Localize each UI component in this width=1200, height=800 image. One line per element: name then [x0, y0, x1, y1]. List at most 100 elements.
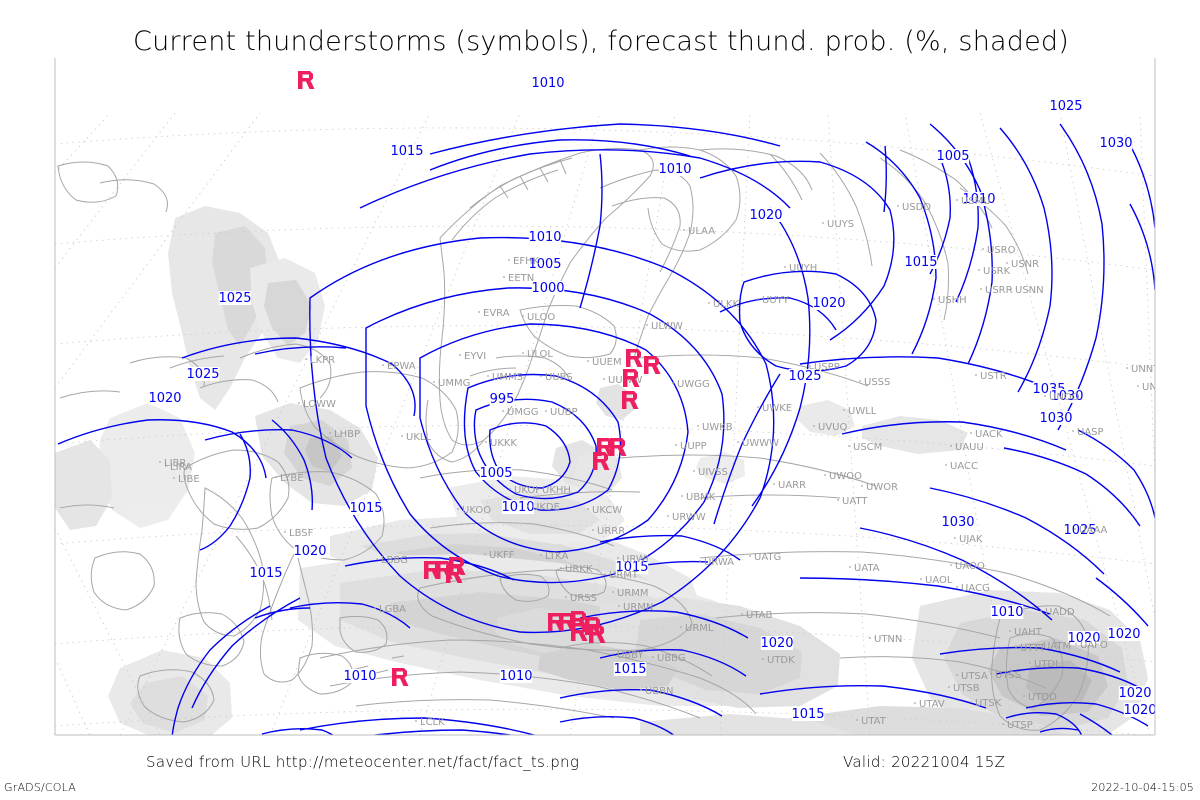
- station-label: USSS: [864, 377, 890, 388]
- isobar-label: 1015: [349, 501, 382, 516]
- station-dot-icon: [159, 461, 161, 463]
- station-dot-icon: [508, 259, 510, 261]
- thunderstorm-glyph: [626, 349, 643, 367]
- isobar-label: 1025: [218, 291, 251, 306]
- station-dot-icon: [612, 653, 614, 655]
- weather-map-svg[interactable]: 1010 1015 1005 1010 1030 1025 1020 1010 1015 1010…: [0, 58, 1200, 740]
- station-dot-icon: [914, 702, 916, 704]
- thunderstorm-symbol-icon[interactable]: [644, 356, 661, 374]
- station-label: UTSS: [995, 670, 1021, 681]
- thunderstorm-symbol-icon[interactable]: [392, 668, 409, 686]
- station-label: UACG: [961, 583, 990, 594]
- station-dot-icon: [1009, 630, 1011, 632]
- station-label: USRR: [985, 285, 1013, 296]
- station-dot-icon: [565, 596, 567, 598]
- station-dot-icon: [603, 378, 605, 380]
- isobar-label: 1030: [941, 515, 974, 530]
- isobar-label-backdrop: [1049, 99, 1083, 113]
- station-dot-icon: [975, 374, 977, 376]
- station-dot-icon: [560, 567, 562, 569]
- isobar-label: 1020: [293, 544, 326, 559]
- station-label: USNR: [1011, 259, 1039, 270]
- thunderstorm-glyph: [597, 438, 614, 456]
- station-dot-icon: [1072, 430, 1074, 432]
- isobar-label-backdrop: [613, 662, 647, 676]
- isobar-label: 1030: [1050, 389, 1083, 404]
- station-label: UTSP: [1007, 720, 1033, 731]
- thunderstorm-symbols[interactable]: [298, 71, 661, 686]
- thunderstorm-symbol-icon[interactable]: [298, 71, 315, 89]
- station-label: UATT: [842, 496, 868, 507]
- isobar-label-backdrop: [788, 369, 822, 383]
- station-dot-icon: [640, 689, 642, 691]
- station-label: ULWW: [651, 321, 683, 332]
- station-dot-icon: [618, 605, 620, 607]
- thunderstorm-glyph: [644, 356, 661, 374]
- thunderstorm-symbol-icon[interactable]: [571, 623, 588, 641]
- station-label: UTAT: [861, 716, 887, 727]
- station-label: UACC: [950, 461, 978, 472]
- station-dot-icon: [537, 488, 539, 490]
- isobar-label-backdrop: [148, 391, 182, 405]
- isobar-label: 1005: [528, 257, 561, 272]
- station-label: UUEM: [592, 357, 622, 368]
- station-dot-icon: [784, 266, 786, 268]
- thunderstorm-symbol-icon[interactable]: [610, 438, 627, 456]
- thunderstorm-symbol-icon[interactable]: [446, 565, 463, 583]
- station-dot-icon: [956, 674, 958, 676]
- thunderstorm-symbol-icon[interactable]: [626, 349, 643, 367]
- station-dot-icon: [970, 701, 972, 703]
- station-dot-icon: [667, 515, 669, 517]
- station-dot-icon: [592, 529, 594, 531]
- station-label: UWKE: [762, 403, 792, 414]
- grads-cola-credit: GrADS/COLA: [4, 781, 76, 794]
- station-label: LIBE: [178, 474, 200, 485]
- station-label: LIBR: [164, 458, 186, 469]
- station-dot-icon: [1137, 385, 1139, 387]
- station-label: UWGG: [677, 379, 710, 390]
- station-dot-icon: [933, 298, 935, 300]
- isobar-label-backdrop: [791, 707, 825, 721]
- station-label: UKDE: [532, 502, 560, 513]
- station-dot-icon: [502, 410, 504, 412]
- station-dot-icon: [484, 553, 486, 555]
- thunderstorm-symbol-icon[interactable]: [622, 391, 639, 409]
- station-label: USTR: [980, 371, 1007, 382]
- map-panel[interactable]: 1010 1015 1005 1010 1030 1025 1020 1010 1015 1010…: [0, 58, 1200, 740]
- thunderstorm-symbol-icon[interactable]: [597, 438, 614, 456]
- station-dot-icon: [822, 222, 824, 224]
- isobar-label: 1025: [1049, 99, 1082, 114]
- station-label: ULOO: [527, 312, 555, 323]
- station-label: UAAA: [1079, 525, 1108, 536]
- isobar-label: 1010: [658, 162, 691, 177]
- thunderstorm-symbol-icon[interactable]: [589, 625, 606, 643]
- station-dot-icon: [1126, 367, 1128, 369]
- station-label: USMU: [961, 196, 991, 207]
- station-label: UUBP: [550, 407, 578, 418]
- station-dot-icon: [652, 656, 654, 658]
- station-label: UATM: [1043, 641, 1071, 652]
- station-dot-icon: [485, 441, 487, 443]
- isobar-label-backdrop: [658, 162, 692, 176]
- station-dot-icon: [813, 425, 815, 427]
- isobar-label-backdrop: [1099, 136, 1133, 150]
- isobar-label-backdrop: [218, 291, 252, 305]
- thunderstorm-glyph: [622, 391, 639, 409]
- thunderstorm-symbol-icon[interactable]: [623, 369, 640, 387]
- station-label: EYVI: [464, 351, 486, 362]
- station-label: UNOO: [1049, 392, 1080, 403]
- isobar-label: 1005: [479, 466, 512, 481]
- station-dot-icon: [478, 311, 480, 313]
- station-label: UATA: [854, 563, 880, 574]
- station-label: UKKK: [490, 438, 517, 449]
- station-dot-icon: [990, 673, 992, 675]
- station-dot-icon: [284, 531, 286, 533]
- thunderstorm-symbol-icon[interactable]: [593, 452, 610, 470]
- isobar-label: 1015: [249, 566, 282, 581]
- station-label: USHH: [938, 295, 967, 306]
- station-label: EETN: [508, 273, 534, 284]
- station-label: UWKB: [702, 422, 733, 433]
- station-label: UATG: [754, 552, 781, 563]
- isobar-label-backdrop: [941, 515, 975, 529]
- isobar-label: 1015: [613, 662, 646, 677]
